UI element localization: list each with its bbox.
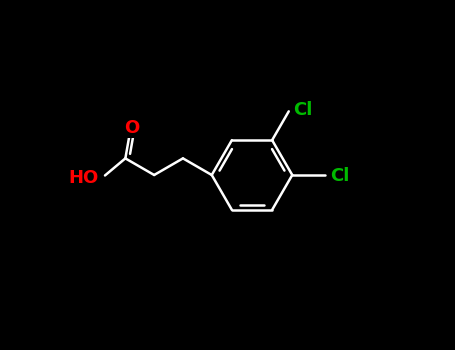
Text: Cl: Cl: [330, 167, 349, 185]
Text: O: O: [124, 119, 139, 136]
Text: Cl: Cl: [293, 101, 313, 119]
Text: HO: HO: [68, 169, 99, 187]
